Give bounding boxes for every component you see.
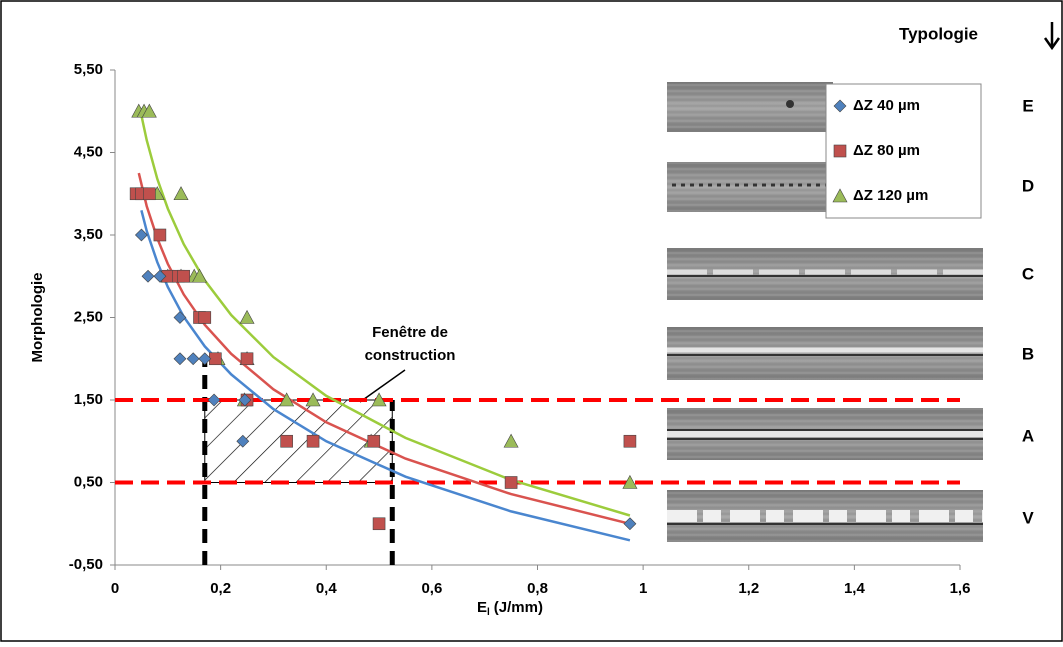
x-tick-label: 1 <box>639 580 647 597</box>
point-triangle <box>503 433 519 448</box>
y-tick-label: 3,50 <box>74 226 103 243</box>
point-square <box>372 517 386 531</box>
point-diamond <box>207 393 221 407</box>
point-square <box>367 434 381 448</box>
y-tick-label: 0,50 <box>74 473 103 490</box>
image-e <box>667 82 833 132</box>
legend-marker <box>833 144 847 158</box>
y-tick-label: 5,50 <box>74 61 103 78</box>
point-diamond <box>134 228 148 242</box>
legend-marker <box>833 99 847 113</box>
x-axis-title: El (J/mm) <box>477 599 543 618</box>
point-diamond <box>198 352 212 366</box>
point-triangle <box>239 309 255 324</box>
x-tick-label: 0,6 <box>421 580 442 597</box>
x-axis-title-unit: (J/mm) <box>494 599 543 616</box>
point-diamond <box>153 269 167 283</box>
y-tick-label: 1,50 <box>74 391 103 408</box>
x-tick-label: 0 <box>111 580 119 597</box>
typology-label: V <box>1022 508 1034 527</box>
point-square <box>198 311 212 324</box>
y-tick-label: 2,50 <box>74 308 103 325</box>
point-diamond <box>236 434 250 448</box>
typology-label: A <box>1022 426 1034 445</box>
typology-title: Typologie <box>899 24 978 43</box>
legend-box <box>825 83 982 219</box>
y-tick-label: 4,50 <box>74 143 103 160</box>
typology-label: E <box>1022 96 1033 115</box>
point-diamond <box>623 517 637 531</box>
x-axis-title-main: E <box>477 599 487 616</box>
point-square <box>240 352 254 366</box>
image-d <box>667 162 833 212</box>
legend-label: ΔZ 120 µm <box>853 187 928 204</box>
x-tick-label: 0,8 <box>527 580 548 597</box>
typology-label: D <box>1022 176 1034 195</box>
legend-label: ΔZ 80 µm <box>853 142 920 159</box>
typology-arrow <box>1043 22 1061 51</box>
y-axis-title: Morphologie <box>29 273 46 363</box>
point-diamond <box>173 352 187 366</box>
point-square <box>280 434 293 448</box>
point-triangle <box>191 268 208 283</box>
typology-label: B <box>1022 344 1034 363</box>
typology-label: C <box>1022 264 1034 283</box>
image-a <box>667 408 983 460</box>
legend-marker <box>832 188 848 203</box>
point-diamond <box>186 352 200 366</box>
window-hatch <box>204 399 393 483</box>
window-label: Fenêtre de <box>372 324 448 341</box>
trend-line <box>140 115 631 517</box>
x-tick-label: 0,4 <box>316 580 338 597</box>
x-tick-label: 1,6 <box>950 580 971 597</box>
point-diamond <box>238 393 252 407</box>
point-square <box>623 434 637 448</box>
point-square <box>177 269 190 283</box>
window-label: construction <box>365 347 456 364</box>
x-tick-label: 0,2 <box>210 580 231 597</box>
x-axis-title-subscript: l <box>487 607 490 618</box>
point-triangle <box>305 392 321 407</box>
x-tick-label: 1,2 <box>738 580 759 597</box>
typology-images <box>667 82 983 542</box>
point-triangle <box>622 474 638 489</box>
point-triangle <box>279 392 295 407</box>
window-pointer <box>359 369 406 403</box>
point-square <box>143 187 156 201</box>
legend-label: ΔZ 40 µm <box>853 97 920 114</box>
point-triangle <box>371 392 387 407</box>
point-square <box>153 228 167 242</box>
point-triangle <box>141 103 157 118</box>
point-square <box>306 434 320 448</box>
point-diamond <box>173 311 187 324</box>
image-b <box>667 327 983 380</box>
point-square <box>504 476 518 489</box>
y-tick-label: -0,50 <box>69 556 103 573</box>
point-diamond <box>141 269 155 283</box>
point-triangle <box>173 186 189 201</box>
x-tick-label: 1,4 <box>844 580 866 597</box>
image-c <box>667 248 983 300</box>
image-v <box>667 490 983 542</box>
